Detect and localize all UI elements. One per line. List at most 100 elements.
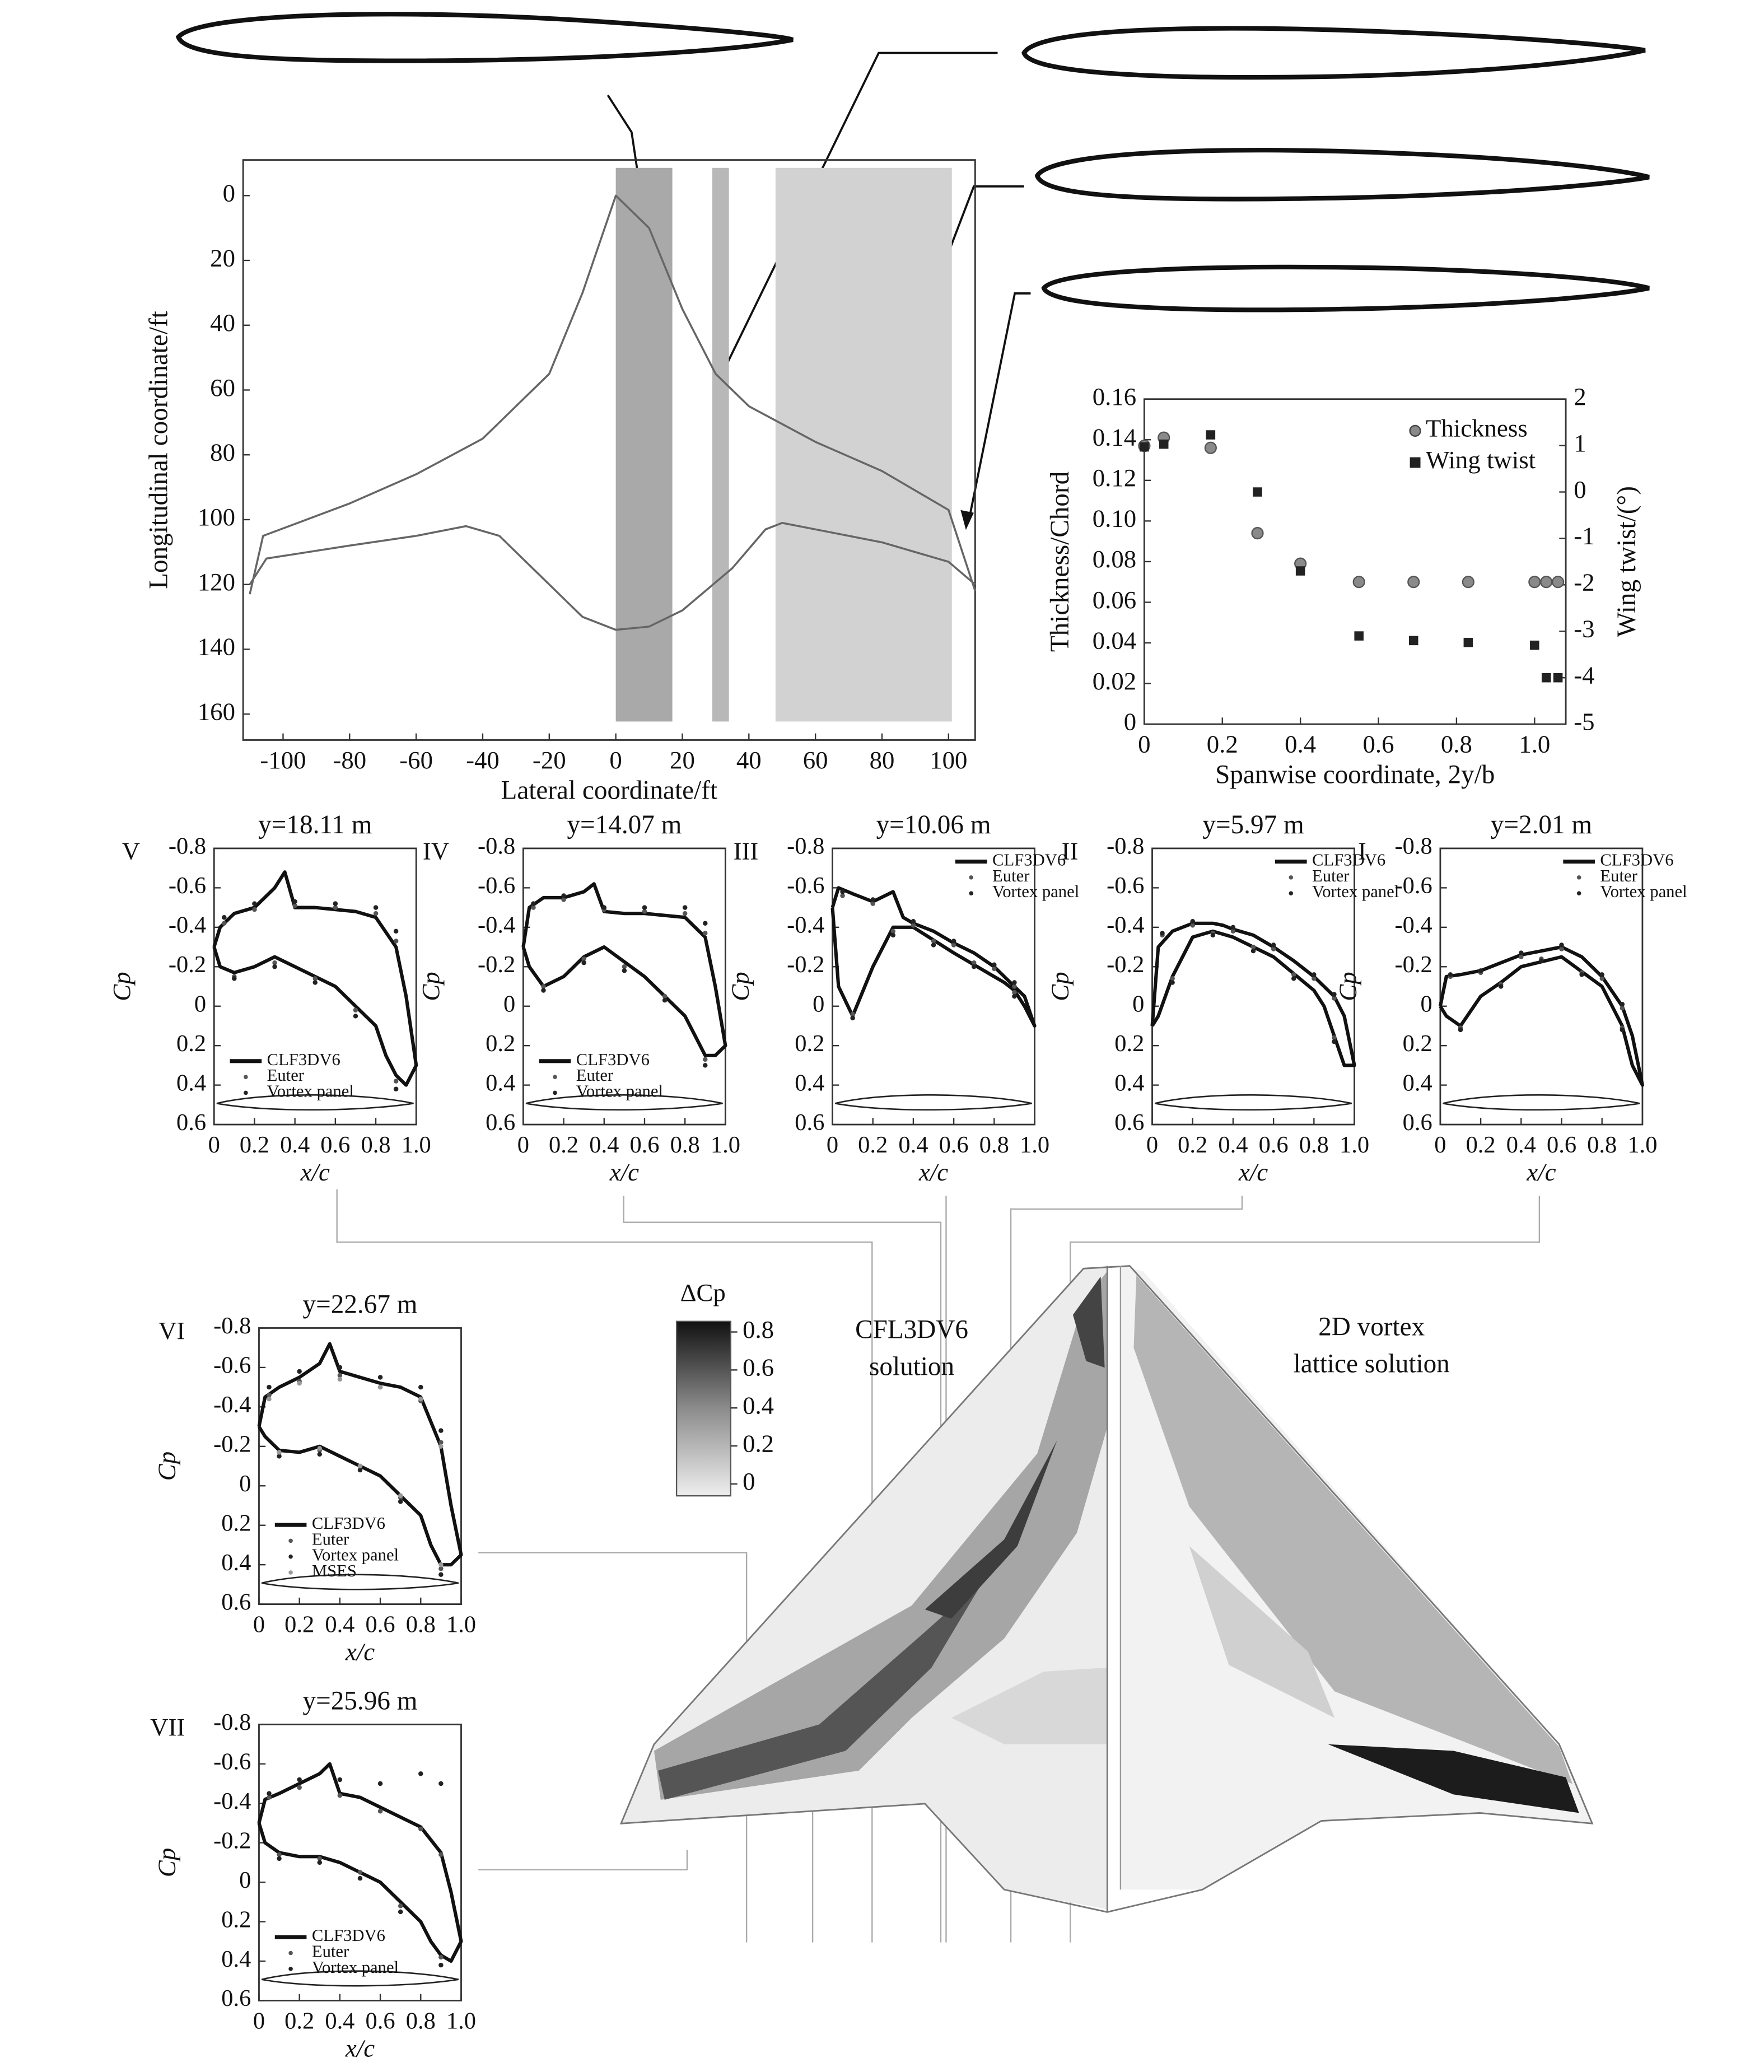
data-line xyxy=(249,521,976,631)
airfoil-outline xyxy=(834,1094,1033,1111)
data-point xyxy=(622,968,627,973)
data-point xyxy=(353,1007,358,1013)
data-point xyxy=(222,914,227,920)
data-point xyxy=(337,1777,343,1782)
data-point xyxy=(1552,576,1565,589)
x-tick-label: 0.8 xyxy=(406,1611,436,1637)
x-tick-label: 0.6 xyxy=(1363,730,1394,758)
data-point xyxy=(1407,576,1420,589)
data-point xyxy=(561,893,566,898)
x-tick-label: 0 xyxy=(253,1611,265,1637)
y-tick-label: -0.8 xyxy=(169,833,206,860)
data-point xyxy=(337,1376,343,1382)
data-point xyxy=(992,962,997,968)
y-axis-label: Cp xyxy=(108,972,136,1001)
y2-tick-label: -3 xyxy=(1574,615,1594,643)
x-tick-label: 1.0 xyxy=(446,2008,476,2034)
y-tick-label: 0.2 xyxy=(1114,1030,1144,1057)
legend-label: CLF3DV6 xyxy=(312,1926,385,1945)
y-tick-label: 0.4 xyxy=(176,1070,206,1096)
legend-label: Euter xyxy=(312,1529,349,1548)
x-tick-label: 0.4 xyxy=(1285,730,1316,758)
legend-swatch xyxy=(969,891,974,895)
data-point xyxy=(438,1428,444,1433)
data-point xyxy=(267,1791,272,1796)
data-point xyxy=(1190,923,1195,928)
data-point xyxy=(1332,1039,1337,1044)
y-tick-label: 0.04 xyxy=(1093,626,1136,654)
x-tick-label: 0.2 xyxy=(1207,730,1238,758)
airfoil-outline xyxy=(1443,1094,1640,1111)
data-point xyxy=(393,928,399,934)
data-point xyxy=(277,1852,282,1858)
data-point xyxy=(398,1909,403,1915)
data-point xyxy=(1462,576,1474,589)
x-tick-label: -80 xyxy=(333,746,366,774)
legend-label: Vortex panel xyxy=(576,1081,663,1100)
data-point xyxy=(272,960,277,965)
legend-swatch xyxy=(288,1570,293,1575)
airfoil xyxy=(1021,26,1646,80)
y-tick-label: 0.6 xyxy=(221,1985,251,2012)
data-point xyxy=(438,1440,444,1445)
y-tick-label: -0.6 xyxy=(169,872,206,899)
legend-swatch xyxy=(553,1075,557,1079)
data-point xyxy=(1140,442,1149,452)
data-point xyxy=(911,919,916,924)
airfoil-outline xyxy=(525,1094,723,1111)
annotation: lattice solution xyxy=(1294,1350,1450,1379)
x-tick-label: 0 xyxy=(517,1132,529,1158)
data-line xyxy=(830,886,1037,1028)
x-tick-label: 0.6 xyxy=(320,1132,350,1158)
data-point xyxy=(333,905,338,910)
y-tick-label: -0.8 xyxy=(1107,833,1144,860)
plot-frame xyxy=(258,1327,462,1606)
y-tick-label: 20 xyxy=(210,244,235,272)
data-point xyxy=(1559,942,1564,948)
data-point xyxy=(222,921,227,926)
data-point xyxy=(971,960,977,965)
y-tick-label: 0 xyxy=(503,991,515,1017)
chart-title: y=18.11 m xyxy=(258,810,372,839)
legend-label: CLF3DV6 xyxy=(312,1514,385,1533)
data-point xyxy=(357,1463,363,1469)
y-tick-label: -0.2 xyxy=(169,951,206,978)
data-point xyxy=(438,1954,444,1960)
y-tick-label: -0.4 xyxy=(213,1392,251,1418)
x-tick-label: -100 xyxy=(260,746,306,774)
data-point xyxy=(850,1011,855,1017)
y-tick-label: 0.10 xyxy=(1093,505,1136,533)
plot-frame xyxy=(242,159,976,741)
data-point xyxy=(1599,976,1604,981)
data-point xyxy=(1012,984,1017,989)
y-axis-label: Cp xyxy=(417,972,445,1001)
y-tick-label: 0 xyxy=(1132,991,1144,1017)
data-point xyxy=(297,1369,302,1374)
x-tick-label: 1.0 xyxy=(446,1611,476,1637)
plot-frame xyxy=(522,847,726,1126)
x-axis-label: x/c xyxy=(345,2034,375,2062)
data-point xyxy=(337,1365,343,1370)
data-line xyxy=(249,194,977,595)
legend-label: Wing twist xyxy=(1426,446,1536,474)
data-point xyxy=(682,905,688,910)
data-point xyxy=(1498,984,1504,989)
data-point xyxy=(1559,946,1564,951)
y-tick-label: -0.4 xyxy=(1107,912,1144,939)
x-tick-label: 40 xyxy=(736,746,762,774)
data-point xyxy=(1448,972,1453,977)
colorbar-label: ΔCp xyxy=(680,1278,726,1306)
data-point xyxy=(1190,919,1195,924)
x-tick-label: 0.4 xyxy=(325,2008,354,2034)
data-point xyxy=(337,1793,343,1798)
data-point xyxy=(1541,673,1551,683)
data-point xyxy=(1291,976,1296,981)
legend-swatch xyxy=(1289,891,1294,895)
data-point xyxy=(1539,958,1544,963)
data-point xyxy=(1352,576,1365,589)
colorbar-tick-label: 0.4 xyxy=(743,1391,774,1419)
y-tick-label: 0.6 xyxy=(1403,1109,1432,1136)
plot-frame xyxy=(1151,847,1355,1126)
data-point xyxy=(357,1467,363,1473)
